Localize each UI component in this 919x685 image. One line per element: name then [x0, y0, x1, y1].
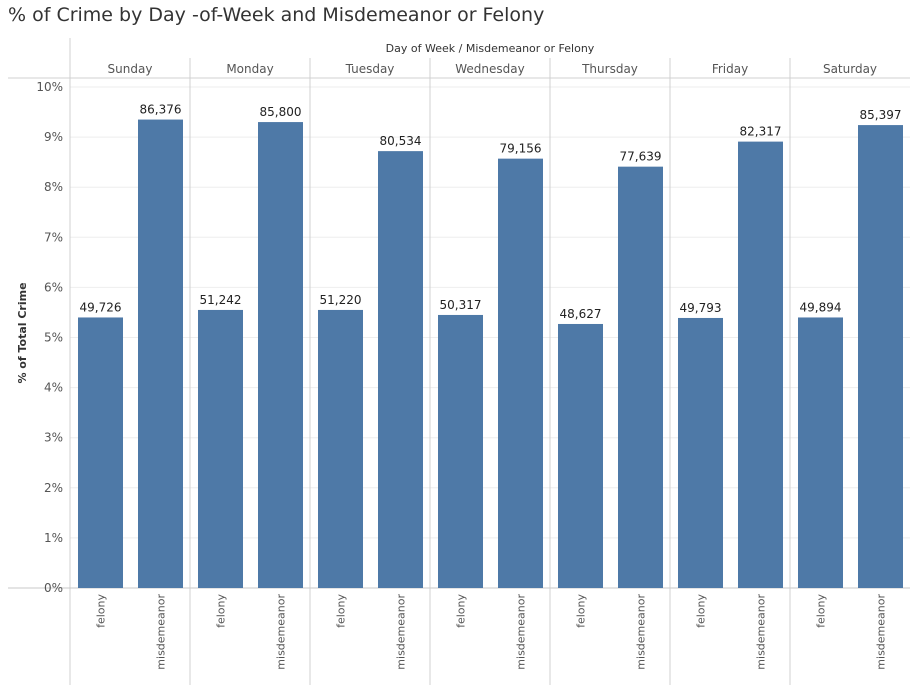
data-label: 82,317	[740, 125, 782, 139]
x-category-label: misdemeanor	[395, 594, 408, 670]
y-tick-label: 9%	[44, 130, 63, 144]
bar-tuesday-misdemeanor	[378, 151, 423, 589]
day-header-tuesday: Tuesday	[345, 62, 395, 76]
y-tick-label: 4%	[44, 381, 63, 395]
chart-title: % of Crime by Day -of-Week and Misdemean…	[8, 4, 545, 26]
day-header-sunday: Sunday	[108, 62, 153, 76]
x-category-label: misdemeanor	[275, 594, 288, 670]
data-label: 85,397	[860, 108, 902, 122]
data-label: 86,376	[140, 103, 182, 117]
x-category-label: felony	[815, 594, 828, 628]
bar-wednesday-misdemeanor	[498, 158, 543, 588]
bar-thursday-felony	[558, 323, 603, 588]
x-category-label: misdemeanor	[755, 594, 768, 670]
y-tick-label: 10%	[36, 80, 63, 94]
bar-sunday-felony	[78, 317, 123, 588]
day-header-monday: Monday	[226, 62, 273, 76]
bar-saturday-misdemeanor	[858, 125, 903, 589]
data-label: 51,220	[320, 293, 362, 307]
bar-thursday-misdemeanor	[618, 166, 663, 588]
x-category-label: felony	[95, 594, 108, 628]
x-category-label: felony	[335, 594, 348, 628]
y-tick-label: 7%	[44, 230, 63, 244]
text-layer: 0% 1% 2% 3% 4% 5% 6% 7% 8% 9% 10% Day of Week / Mis…	[16, 42, 902, 670]
x-category-label: misdemeanor	[155, 594, 168, 670]
bar-friday-felony	[678, 317, 723, 588]
data-label: 49,726	[80, 300, 122, 314]
y-tick-label: 2%	[44, 481, 63, 495]
data-label: 48,627	[560, 307, 602, 321]
x-category-label: misdemeanor	[515, 594, 528, 670]
day-header-wednesday: Wednesday	[455, 62, 524, 76]
data-label: 50,317	[440, 298, 482, 312]
day-header-saturday: Saturday	[823, 62, 877, 76]
day-header-thursday: Thursday	[581, 62, 638, 76]
bar-tuesday-felony	[318, 309, 363, 588]
data-label: 49,894	[800, 300, 842, 314]
y-axis-title: % of Total Crime	[16, 282, 29, 383]
y-tick-label: 1%	[44, 531, 63, 545]
bar-monday-felony	[198, 309, 243, 588]
x-category-label: felony	[695, 594, 708, 628]
data-label: 80,534	[380, 134, 422, 148]
x-category-label: misdemeanor	[875, 594, 888, 670]
y-tick-label: 6%	[44, 280, 63, 294]
bar-wednesday-felony	[438, 314, 483, 588]
data-label: 51,242	[200, 293, 242, 307]
y-tick-label: 0%	[44, 581, 63, 595]
bar-friday-misdemeanor	[738, 141, 783, 588]
grid-layer	[70, 86, 910, 539]
data-label: 85,800	[260, 105, 302, 119]
bar-sunday-misdemeanor	[138, 119, 183, 588]
x-category-label: felony	[575, 594, 588, 628]
data-label: 49,793	[680, 301, 722, 315]
day-header-friday: Friday	[712, 62, 748, 76]
x-category-label: felony	[215, 594, 228, 628]
y-tick-label: 5%	[44, 331, 63, 345]
column-header: Day of Week / Misdemeanor or Felony	[386, 42, 595, 55]
x-category-label: felony	[455, 594, 468, 628]
bar-monday-misdemeanor	[258, 122, 303, 588]
x-category-label: misdemeanor	[635, 594, 648, 670]
data-label: 79,156	[500, 142, 542, 156]
y-tick-label: 8%	[44, 180, 63, 194]
y-tick-label: 3%	[44, 431, 63, 445]
data-label: 77,639	[620, 150, 662, 164]
bar-layer	[78, 119, 903, 589]
bar-saturday-felony	[798, 317, 843, 588]
